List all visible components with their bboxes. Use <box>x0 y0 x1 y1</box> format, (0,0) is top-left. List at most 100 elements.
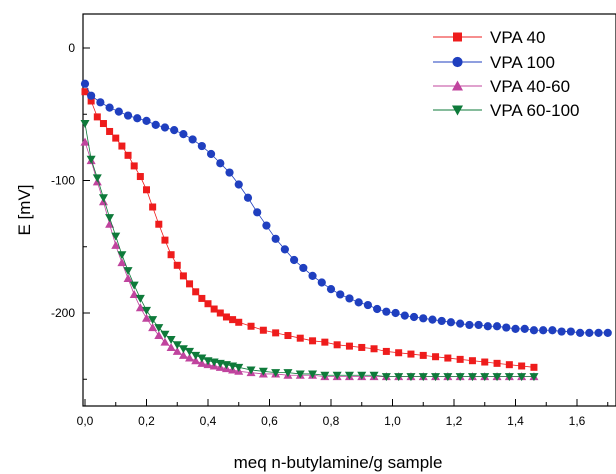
data-point <box>432 353 440 361</box>
data-point <box>382 347 390 355</box>
data-point <box>344 371 354 380</box>
data-point <box>142 116 151 125</box>
data-point <box>111 232 121 241</box>
data-point <box>130 162 138 170</box>
series-layer <box>80 79 612 382</box>
data-point <box>271 234 280 243</box>
data-point <box>178 345 188 354</box>
data-point <box>155 220 163 228</box>
data-point <box>154 331 164 340</box>
legend-label: VPA 100 <box>490 53 555 72</box>
y-tick-label: -100 <box>51 174 75 188</box>
data-point <box>216 159 225 168</box>
series-0 <box>81 88 538 371</box>
data-point <box>382 307 391 316</box>
data-point <box>529 373 539 382</box>
data-point <box>206 149 216 159</box>
data-point <box>80 79 90 88</box>
x-tick-label: 1,2 <box>446 414 463 428</box>
data-point <box>381 373 391 382</box>
data-point <box>243 193 253 202</box>
data-point <box>272 329 280 337</box>
data-point <box>92 174 102 183</box>
data-point <box>259 326 267 334</box>
data-point <box>354 298 363 307</box>
data-point <box>407 350 415 358</box>
data-point <box>197 358 207 367</box>
legend-marker <box>452 80 463 91</box>
data-point <box>280 245 289 254</box>
data-point <box>135 303 145 312</box>
data-point <box>333 341 341 349</box>
data-point <box>308 271 317 280</box>
data-point <box>135 294 145 303</box>
data-point <box>345 342 353 350</box>
data-point <box>105 214 115 223</box>
data-point <box>87 91 96 100</box>
data-point <box>117 258 127 267</box>
data-point <box>548 326 557 335</box>
data-point <box>492 322 502 331</box>
data-point <box>603 328 612 337</box>
data-point <box>160 330 170 339</box>
data-point <box>133 114 142 123</box>
data-point <box>517 373 527 382</box>
data-point <box>229 316 237 324</box>
data-point <box>395 349 403 357</box>
data-point <box>148 323 158 332</box>
data-point <box>142 306 151 315</box>
data-point <box>317 278 326 287</box>
data-point <box>98 194 108 203</box>
data-point <box>105 103 114 112</box>
data-point <box>480 373 490 382</box>
data-point <box>431 373 441 382</box>
data-point <box>529 326 539 335</box>
data-point <box>409 312 419 322</box>
data-point <box>172 346 182 355</box>
data-point <box>154 324 164 333</box>
data-point <box>443 373 453 382</box>
data-point <box>481 358 489 366</box>
data-point <box>336 290 345 299</box>
data-point <box>234 363 244 372</box>
data-point <box>369 371 379 380</box>
data-point <box>234 180 243 189</box>
data-point <box>185 353 195 362</box>
data-point <box>170 126 179 135</box>
data-point <box>225 168 234 177</box>
data-point <box>198 294 206 302</box>
data-point <box>93 113 101 121</box>
data-point <box>235 318 243 326</box>
data-point <box>222 313 230 321</box>
x-tick-label: 1,4 <box>507 414 524 428</box>
data-point <box>321 338 329 346</box>
data-point <box>246 366 256 375</box>
legend-label: VPA 40-60 <box>490 77 570 96</box>
legend-marker <box>452 105 463 116</box>
data-point <box>566 327 575 336</box>
data-point <box>474 320 483 330</box>
data-point <box>585 328 594 337</box>
data-point <box>123 267 133 276</box>
data-point <box>446 318 456 327</box>
data-point <box>143 186 150 194</box>
data-point <box>444 354 452 362</box>
data-point <box>142 313 151 322</box>
data-point <box>502 323 511 332</box>
data-point <box>253 208 262 217</box>
series-3 <box>80 120 539 382</box>
data-point <box>468 357 476 365</box>
data-point <box>326 285 336 294</box>
x-tick-label: 0,6 <box>261 414 278 428</box>
data-point <box>309 337 317 345</box>
data-point <box>160 123 170 132</box>
data-point <box>172 341 182 350</box>
data-point <box>518 362 526 370</box>
data-point <box>539 326 548 335</box>
data-point <box>81 88 89 96</box>
data-point <box>520 324 529 333</box>
data-point <box>111 240 121 249</box>
legend-marker <box>452 56 463 68</box>
data-point <box>186 280 194 288</box>
